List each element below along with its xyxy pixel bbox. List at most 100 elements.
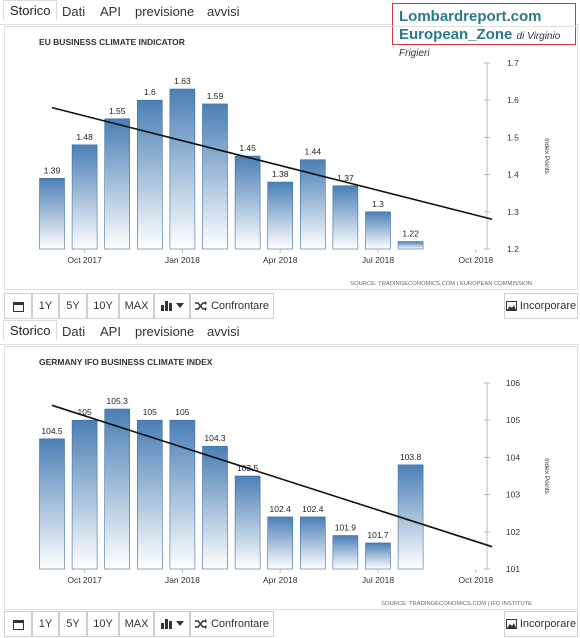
bar[interactable] xyxy=(397,241,424,250)
range-5y-button-2[interactable]: 5Y xyxy=(59,611,87,637)
bar-value-label: 1.48 xyxy=(76,132,93,142)
bar-value-label: 104.5 xyxy=(41,426,63,436)
y-tick-label: 101 xyxy=(506,564,520,574)
embed-label-2: Incorporare xyxy=(519,618,577,630)
tab-api[interactable]: API xyxy=(100,4,121,19)
source-note: SOURCE: TRADINGECONOMICS.COM | IFO INSTI… xyxy=(381,601,532,607)
bar[interactable] xyxy=(397,464,424,570)
y-tick-label: 103 xyxy=(506,490,520,500)
source-note: SOURCE: TRADINGECONOMICS.COM | EUROPEAN … xyxy=(350,281,532,287)
bar[interactable] xyxy=(299,516,326,570)
chart-panel-1: EU BUSINESS CLIMATE INDICATOR 1.2 1.3 1.4 1.… xyxy=(4,26,578,290)
bar-value-label: 1.55 xyxy=(109,106,126,116)
range-5y-button[interactable]: 5Y xyxy=(59,293,87,319)
trend-line xyxy=(51,106,493,221)
calendar-icon xyxy=(12,301,24,312)
y-tick-label: 1.5 xyxy=(507,132,519,142)
chevron-down-icon xyxy=(175,621,184,626)
calendar-button[interactable] xyxy=(4,293,32,319)
y-axis-label: Index Points xyxy=(543,458,550,495)
compare-button-2[interactable]: Confrontare xyxy=(190,611,274,637)
bar[interactable] xyxy=(332,185,359,250)
bar[interactable] xyxy=(137,419,163,570)
tab-api-2[interactable]: API xyxy=(100,324,121,339)
bar[interactable] xyxy=(137,99,163,250)
bar-value-label: 105.3 xyxy=(107,396,129,406)
range-10y-button[interactable]: 10Y xyxy=(87,293,119,319)
x-tick-label: Apr 2018 xyxy=(263,575,298,585)
range-max-button-2[interactable]: MAX xyxy=(119,611,154,637)
x-tick-label: Oct 2017 xyxy=(67,255,102,265)
brand-subtitle: European_Zone di Virginio Frigieri xyxy=(399,26,575,60)
bar-value-label: 103.8 xyxy=(400,452,422,462)
bar[interactable] xyxy=(169,419,196,570)
bar-value-label: 102.4 xyxy=(270,504,292,514)
bar[interactable] xyxy=(299,159,326,250)
compare-label: Confrontare xyxy=(210,300,270,312)
range-10y-button-2[interactable]: 10Y xyxy=(87,611,119,637)
bar[interactable] xyxy=(332,535,359,570)
bar[interactable] xyxy=(202,445,228,570)
bar[interactable] xyxy=(234,475,261,570)
bar[interactable] xyxy=(202,103,228,250)
embed-button-2[interactable]: Incorporare xyxy=(504,611,578,637)
bar[interactable] xyxy=(71,419,98,570)
trend-line xyxy=(51,404,493,548)
tab-previsione[interactable]: previsione xyxy=(135,4,195,19)
tab-bar-2: Storico Dati API previsione avvisi xyxy=(0,320,580,345)
ifo-chart: GERMANY IFO BUSINESS CLIMATE INDEX 101 102… xyxy=(39,357,550,607)
tab-bar-1: Storico Dati API previsione avvisi xyxy=(0,0,580,25)
tab-dati[interactable]: Dati xyxy=(62,4,86,19)
bar-value-label: 1.44 xyxy=(305,147,322,157)
y-tick-label: 102 xyxy=(506,527,520,537)
chart-type-button[interactable] xyxy=(154,293,190,319)
bar[interactable] xyxy=(267,181,294,250)
tab-storico[interactable]: Storico xyxy=(3,0,58,20)
y-tick-label: 1.6 xyxy=(507,95,519,105)
bar[interactable] xyxy=(267,516,294,570)
chevron-down-icon xyxy=(175,303,184,308)
chart-type-button-2[interactable] xyxy=(154,611,190,637)
bar-value-label: 101.9 xyxy=(335,523,357,533)
tab-storico-2[interactable]: Storico xyxy=(3,320,58,340)
embed-button[interactable]: Incorporare xyxy=(504,293,578,319)
x-tick-label: Jul 2018 xyxy=(362,575,394,585)
bar[interactable] xyxy=(365,542,391,570)
tab-dati-2[interactable]: Dati xyxy=(62,324,86,339)
bar[interactable] xyxy=(234,155,261,250)
x-tick-label: Jan 2018 xyxy=(165,575,200,585)
tab-previsione-2[interactable]: previsione xyxy=(135,324,195,339)
bar[interactable] xyxy=(39,438,65,570)
bar-chart-icon xyxy=(160,619,172,629)
bar[interactable] xyxy=(39,178,65,250)
bar[interactable] xyxy=(365,211,391,250)
compare-button[interactable]: Confrontare xyxy=(190,293,274,319)
bar[interactable] xyxy=(104,118,130,250)
bar[interactable] xyxy=(104,408,130,570)
x-tick-label: Jul 2018 xyxy=(362,255,394,265)
bar-value-label: 104.3 xyxy=(204,433,226,443)
bar-value-label: 105 xyxy=(143,407,157,417)
calendar-button-2[interactable] xyxy=(4,611,32,637)
embed-label: Incorporare xyxy=(519,300,577,312)
eu-chart: EU BUSINESS CLIMATE INDICATOR 1.2 1.3 1.4 1.… xyxy=(39,37,550,287)
x-tick-label: Jan 2018 xyxy=(165,255,200,265)
y-tick-label: 1.7 xyxy=(507,58,519,68)
bar-value-label: 1.39 xyxy=(44,165,61,175)
image-icon xyxy=(505,301,517,311)
shuffle-icon xyxy=(194,619,207,629)
compare-label-2: Confrontare xyxy=(210,618,270,630)
range-1y-button-2[interactable]: 1Y xyxy=(32,611,59,637)
range-1y-button[interactable]: 1Y xyxy=(32,293,59,319)
y-tick-label: 105 xyxy=(506,415,520,425)
tab-avvisi-2[interactable]: avvisi xyxy=(207,324,240,339)
bar[interactable] xyxy=(71,144,98,250)
range-max-button[interactable]: MAX xyxy=(119,293,154,319)
bar-value-label: 1.3 xyxy=(372,199,384,209)
y-tick-label: 1.3 xyxy=(507,207,519,217)
bar-value-label: 102.4 xyxy=(302,504,324,514)
bar[interactable] xyxy=(169,88,196,250)
x-tick-label: Oct 2017 xyxy=(67,575,102,585)
tab-avvisi[interactable]: avvisi xyxy=(207,4,240,19)
bar-chart-icon xyxy=(160,301,172,311)
